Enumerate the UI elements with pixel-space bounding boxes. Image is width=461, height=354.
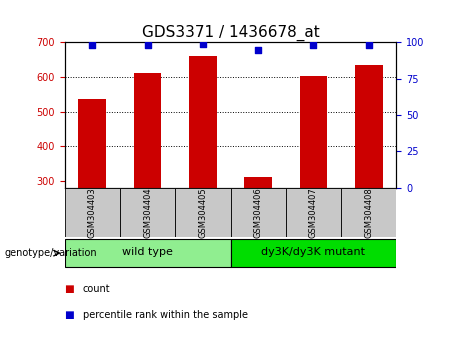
- Text: ■: ■: [65, 284, 74, 293]
- Bar: [286, 188, 341, 237]
- Point: [310, 42, 317, 48]
- Text: wild type: wild type: [122, 247, 173, 257]
- Bar: [230, 188, 286, 237]
- Bar: [120, 188, 175, 237]
- Point: [365, 42, 372, 48]
- Bar: [230, 239, 396, 268]
- Text: GSM304407: GSM304407: [309, 187, 318, 238]
- Text: GSM304404: GSM304404: [143, 187, 152, 238]
- Text: percentile rank within the sample: percentile rank within the sample: [83, 310, 248, 320]
- Bar: [244, 177, 272, 188]
- Bar: [175, 188, 230, 237]
- Text: genotype/variation: genotype/variation: [5, 248, 97, 258]
- Point: [89, 42, 96, 48]
- Title: GDS3371 / 1436678_at: GDS3371 / 1436678_at: [142, 25, 319, 41]
- Point: [199, 41, 207, 47]
- Text: ■: ■: [65, 310, 74, 320]
- Text: GSM304408: GSM304408: [364, 187, 373, 238]
- Bar: [300, 76, 327, 188]
- Bar: [341, 188, 396, 237]
- Text: count: count: [83, 284, 111, 293]
- Bar: [355, 64, 383, 188]
- Text: GSM304405: GSM304405: [198, 187, 207, 238]
- Point: [144, 42, 151, 48]
- Text: GSM304403: GSM304403: [88, 187, 97, 238]
- Bar: [65, 188, 120, 237]
- Point: [254, 47, 262, 53]
- Bar: [65, 239, 230, 268]
- Bar: [189, 56, 217, 188]
- Text: dy3K/dy3K mutant: dy3K/dy3K mutant: [261, 247, 366, 257]
- Bar: [134, 73, 161, 188]
- Bar: [78, 99, 106, 188]
- Text: GSM304406: GSM304406: [254, 187, 263, 238]
